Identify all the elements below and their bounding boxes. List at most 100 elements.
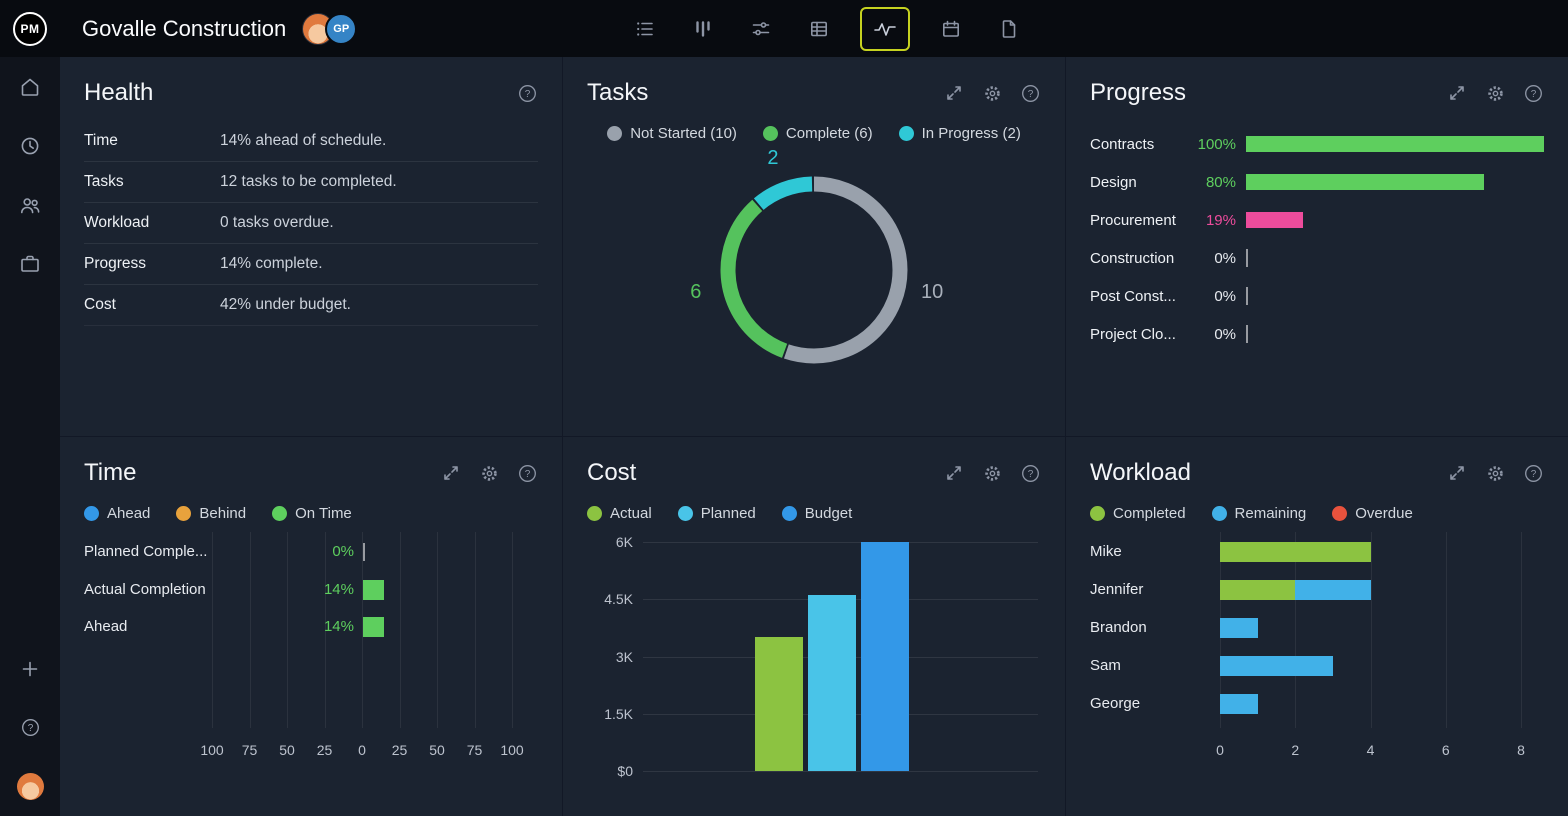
home-icon[interactable] <box>0 57 60 116</box>
workload-bar-remaining <box>1220 618 1258 638</box>
progress-phase-label: Procurement <box>1090 211 1176 229</box>
panel-title: Cost <box>587 459 637 486</box>
progress-pct: 0% <box>1214 287 1236 305</box>
expand-icon[interactable] <box>440 462 462 484</box>
panel-time: Time ? Ahead Behind On Time 100 75 50 25 0 25 50… <box>60 437 562 816</box>
legend-item: Ahead <box>84 505 150 522</box>
list-view-icon[interactable] <box>628 12 662 46</box>
legend-item: Not Started (10) <box>607 125 737 142</box>
progress-bar <box>1246 212 1303 228</box>
progress-phase-label: Contracts <box>1090 135 1155 153</box>
dashboard-view-icon[interactable] <box>860 6 910 51</box>
help-icon[interactable]: ? <box>1522 462 1544 484</box>
workload-legend: Completed Remaining Overdue <box>1090 505 1544 522</box>
project-members[interactable]: GP <box>302 12 358 45</box>
filter-view-icon[interactable] <box>744 12 778 46</box>
donut-count-label: 2 <box>767 147 778 169</box>
settings-icon[interactable] <box>1484 82 1506 104</box>
x-axis-tick: 100 <box>200 742 224 758</box>
x-axis-tick: 100 <box>500 742 524 758</box>
settings-icon[interactable] <box>981 462 1003 484</box>
progress-pct: 80% <box>1205 173 1236 191</box>
health-metric-value: 14% complete. <box>220 255 323 272</box>
add-icon[interactable] <box>0 639 60 698</box>
y-axis-tick: 4.5K <box>604 591 633 608</box>
x-axis-tick: 50 <box>279 742 295 758</box>
time-row-value: 14% <box>323 580 354 598</box>
expand-icon[interactable] <box>1446 462 1468 484</box>
legend-label: Overdue <box>1355 505 1413 522</box>
panel-actions: ? <box>440 462 538 484</box>
board-view-icon[interactable] <box>686 12 720 46</box>
progress-track <box>1246 249 1544 267</box>
svg-text:?: ? <box>1027 469 1033 480</box>
cost-bar-budget <box>861 542 909 771</box>
sheet-view-icon[interactable] <box>802 12 836 46</box>
progress-phase-label: Construction <box>1090 249 1175 267</box>
app-logo[interactable]: PM <box>13 11 47 46</box>
y-axis-tick: $0 <box>617 763 633 779</box>
legend-item: In Progress (2) <box>898 125 1021 142</box>
panel-progress-header: Progress ? <box>1090 75 1544 111</box>
panel-title: Progress <box>1090 79 1187 106</box>
gridline <box>324 532 326 728</box>
time-row-value: 14% <box>323 618 354 635</box>
x-axis-tick: 6 <box>1441 742 1450 758</box>
panel-progress: Progress ? Contracts 100% Design 80% Procure… <box>1066 57 1568 436</box>
panel-actions: ? <box>943 462 1041 484</box>
user-avatar-image <box>16 773 44 800</box>
legend-dot <box>587 506 602 521</box>
panel-cost: Cost ? Actual Planned Budget 6K 4.5K 3K 1.5K $… <box>563 437 1065 816</box>
recent-icon[interactable] <box>0 116 60 175</box>
panel-workload-header: Workload ? <box>1090 455 1544 491</box>
x-axis-tick: 2 <box>1291 742 1300 758</box>
legend-dot <box>176 506 192 521</box>
health-metric-value: 42% under budget. <box>220 296 351 313</box>
panel-health: Health ? Time 14% ahead of schedule. Tasks… <box>60 57 562 436</box>
svg-text:?: ? <box>1530 469 1536 480</box>
portfolio-icon[interactable] <box>0 234 60 293</box>
settings-icon[interactable] <box>478 462 500 484</box>
progress-row: Contracts 100% <box>1090 125 1544 163</box>
help-icon[interactable]: ? <box>0 698 60 757</box>
time-bar <box>363 579 384 600</box>
calendar-view-icon[interactable] <box>934 12 968 46</box>
legend-label: Behind <box>199 505 247 522</box>
panel-health-header: Health ? <box>84 75 538 111</box>
progress-bar <box>1246 136 1544 152</box>
expand-icon[interactable] <box>1446 82 1468 104</box>
help-icon[interactable]: ? <box>1019 82 1041 104</box>
settings-icon[interactable] <box>981 82 1003 104</box>
time-row-value: 0% <box>332 543 354 560</box>
settings-icon[interactable] <box>1484 462 1506 484</box>
help-icon[interactable]: ? <box>1522 82 1544 104</box>
expand-icon[interactable] <box>943 462 965 484</box>
team-icon[interactable] <box>0 175 60 234</box>
svg-text:?: ? <box>1530 89 1536 100</box>
progress-track <box>1246 212 1544 228</box>
expand-icon[interactable] <box>943 82 965 104</box>
help-icon[interactable]: ? <box>516 82 538 104</box>
tasks-donut-wrap: 10 6 2 <box>587 142 1041 392</box>
user-avatar[interactable] <box>0 757 60 816</box>
help-icon[interactable]: ? <box>516 462 538 484</box>
docs-view-icon[interactable] <box>992 12 1026 46</box>
gridline <box>362 532 363 728</box>
progress-phase-label: Post Const... <box>1090 287 1176 305</box>
workload-bar-remaining <box>1220 694 1258 714</box>
cost-chart: 6K 4.5K 3K 1.5K $0 <box>587 532 1041 784</box>
workload-person-label: George <box>1090 695 1141 712</box>
member-badge[interactable]: GP <box>325 12 358 45</box>
legend-dot <box>1332 506 1348 521</box>
x-axis-tick: 25 <box>391 742 408 758</box>
gridline <box>437 532 438 728</box>
legend-label: In Progress (2) <box>921 125 1021 142</box>
zero-tick <box>1246 287 1248 305</box>
zero-tick <box>363 543 365 561</box>
workload-person-label: Sam <box>1090 657 1121 674</box>
help-icon[interactable]: ? <box>1019 462 1041 484</box>
panel-actions: ? <box>1446 82 1544 104</box>
legend-dot <box>1211 506 1227 521</box>
gridline <box>212 532 213 728</box>
health-metric-label: Tasks <box>84 173 124 190</box>
